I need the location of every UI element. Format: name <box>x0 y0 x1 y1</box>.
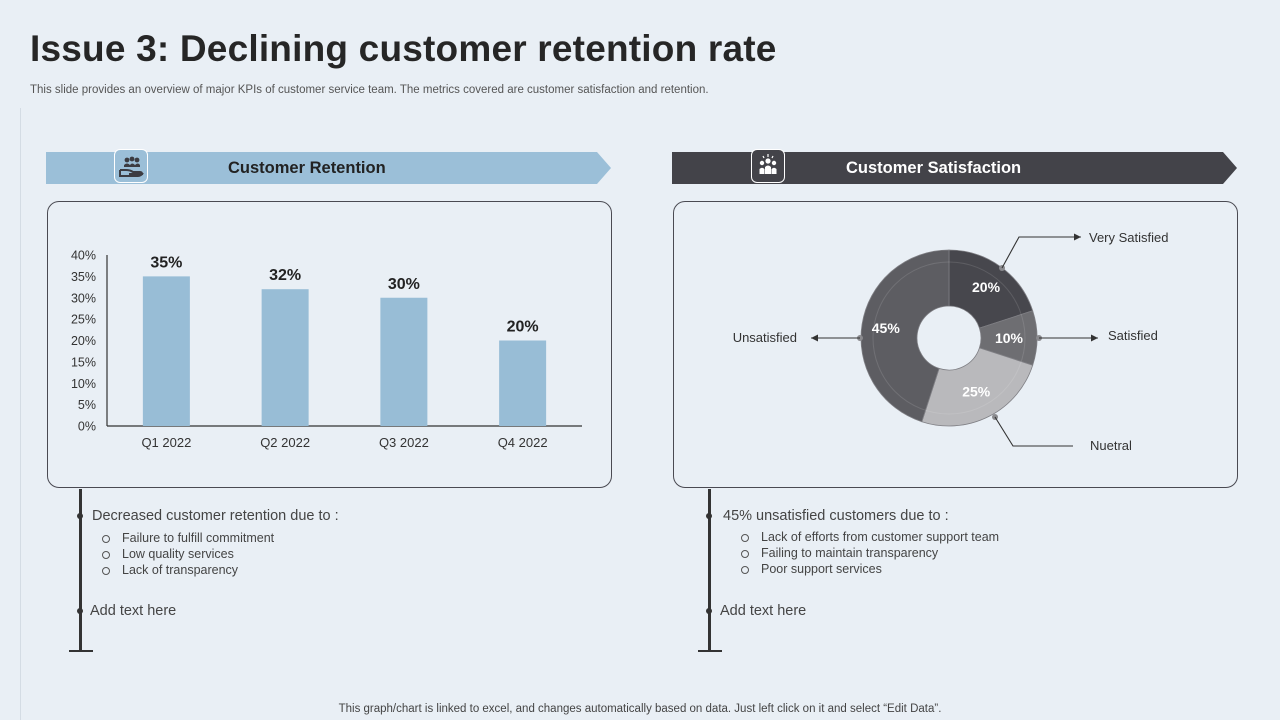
y-tick-label: 0% <box>78 420 96 434</box>
slice-name-label: Satisfied <box>1108 328 1158 343</box>
list-item: Low quality services <box>102 546 274 562</box>
retention-add-text[interactable]: Add text here <box>90 603 177 619</box>
retention-bar-chart: 0% 5% 10% 15% 20% 25% 30% 35% 40% 35% Q1 2022 32% Q2… <box>71 249 582 450</box>
slice-data-label: 45% <box>872 320 901 336</box>
slice-name-label: Nuetral <box>1090 438 1132 453</box>
callout-line <box>994 416 1073 447</box>
callout-arrowhead <box>811 334 818 342</box>
callout-arrowhead <box>1074 233 1081 241</box>
satisfaction-donut-chart: 20% 10% 25% 45% Very Satisfied Satisfied Nuetr… <box>733 230 1169 453</box>
slice-data-label: 25% <box>962 383 991 399</box>
satisfaction-note-list: Lack of efforts from customer support te… <box>741 529 999 578</box>
bar-data-label: 32% <box>269 267 301 284</box>
retention-banner-label: Customer Retention <box>228 159 386 177</box>
y-tick-label: 20% <box>71 334 96 348</box>
page-subtitle: This slide provides an overview of major… <box>30 84 709 96</box>
left-divider <box>20 108 21 720</box>
retention-add-text-bullet <box>77 608 83 614</box>
retention-note-pole <box>79 489 82 651</box>
footer-note: This graph/chart is linked to excel, and… <box>338 703 942 715</box>
hand-people-icon <box>114 149 148 183</box>
satisfaction-note-pole-base <box>698 650 722 652</box>
donut-inner-ring <box>872 261 1026 415</box>
list-item: Lack of transparency <box>102 562 274 578</box>
retention-note-pole-base <box>69 650 93 652</box>
y-tick-label: 25% <box>71 313 96 327</box>
bar-data-label: 20% <box>507 319 539 336</box>
y-tick-label: 5% <box>78 398 96 412</box>
callout-arrowhead <box>1091 334 1098 342</box>
y-tick-label: 10% <box>71 377 96 391</box>
list-item: Lack of efforts from customer support te… <box>741 529 999 545</box>
satisfaction-panel <box>673 201 1238 488</box>
x-tick-label: Q4 2022 <box>498 435 548 450</box>
donut-slice <box>948 249 1034 329</box>
bar <box>261 289 309 426</box>
slice-name-label: Unsatisfied <box>733 330 797 345</box>
slice-data-label: 10% <box>995 330 1024 346</box>
satisfaction-note-heading: 45% unsatisfied customers due to : <box>723 508 949 524</box>
bar-data-label: 35% <box>150 254 182 271</box>
retention-note-heading: Decreased customer retention due to : <box>92 508 339 524</box>
retention-banner: Customer Retention <box>46 149 611 184</box>
bar <box>380 297 428 426</box>
donut-slice <box>921 347 1034 427</box>
list-item: Poor support services <box>741 561 999 577</box>
bar-data-label: 30% <box>388 276 420 293</box>
satisfaction-add-text-bullet <box>706 608 712 614</box>
x-tick-label: Q1 2022 <box>141 435 191 450</box>
list-item: Failing to maintain transparency <box>741 545 999 561</box>
slice-name-label: Very Satisfied <box>1089 230 1169 245</box>
satisfaction-note-bullet <box>706 513 712 519</box>
donut-slice <box>860 249 950 423</box>
y-tick-label: 30% <box>71 291 96 305</box>
bar <box>142 276 190 426</box>
bar <box>499 340 547 426</box>
satisfaction-banner: Customer Satisfaction <box>672 149 1237 184</box>
retention-panel <box>47 201 612 488</box>
retention-note-bullet <box>77 513 83 519</box>
team-icon <box>751 149 785 183</box>
satisfaction-add-text[interactable]: Add text here <box>720 603 807 619</box>
x-tick-label: Q2 2022 <box>260 435 310 450</box>
slice-data-label: 20% <box>972 279 1001 295</box>
y-tick-label: 15% <box>71 355 96 369</box>
satisfaction-banner-shape <box>672 152 1237 184</box>
retention-note-list: Failure to fulfill commitment Low qualit… <box>102 530 274 579</box>
retention-banner-shape <box>46 152 611 184</box>
page-title: Issue 3: Declining customer retention ra… <box>30 28 777 69</box>
satisfaction-note-pole <box>708 489 711 651</box>
satisfaction-banner-label: Customer Satisfaction <box>846 159 1022 177</box>
y-tick-label: 35% <box>71 270 96 284</box>
x-tick-label: Q3 2022 <box>379 435 429 450</box>
y-tick-label: 40% <box>71 249 96 263</box>
list-item: Failure to fulfill commitment <box>102 530 274 546</box>
callout-line <box>1001 236 1081 269</box>
